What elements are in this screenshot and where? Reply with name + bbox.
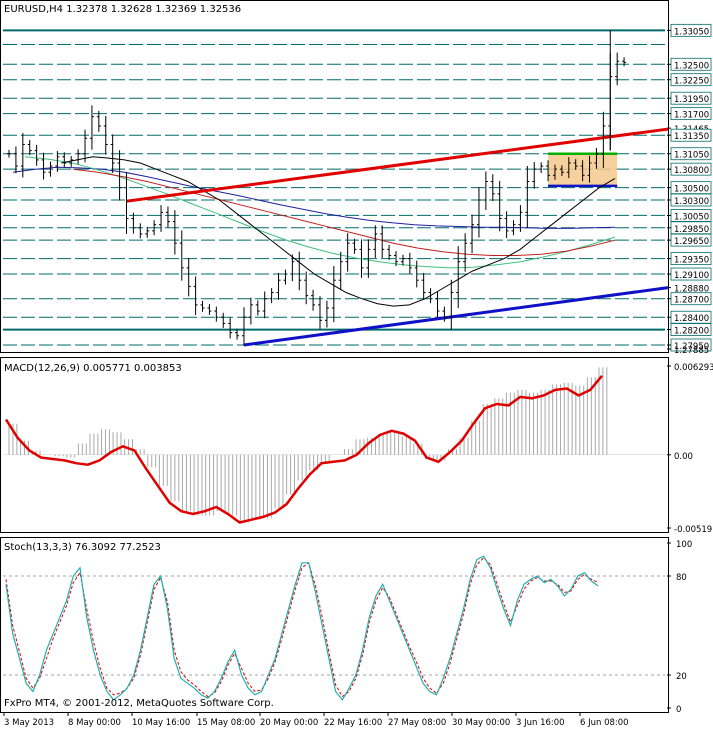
stoch-tick-label: 0 — [676, 705, 681, 715]
time-tick-label: 20 May 00:00 — [260, 718, 318, 728]
price-tick-label: 1.33050 — [674, 27, 709, 37]
stoch-panel-frame — [0, 537, 669, 713]
price-tick-label: 1.30800 — [674, 166, 709, 176]
price-tick-label: 1.27950 — [674, 342, 709, 352]
time-tick-label: 3 May 2013 — [4, 718, 54, 728]
price-tick-label: 1.28200 — [674, 327, 709, 337]
stoch-tick-label: 100 — [676, 540, 692, 550]
time-tick-label: 3 Jun 16:00 — [516, 718, 565, 728]
stochastic-panel: 100 80 20 0 — [3, 540, 692, 715]
stoch-tick-label: 20 — [676, 672, 687, 682]
macd-tick-label: 0.006293 — [674, 363, 713, 373]
time-tick-label: 27 May 08:00 — [388, 718, 446, 728]
moving-average-red — [73, 168, 616, 256]
stoch-signal-line — [5, 557, 599, 698]
price-tick-label: 1.32500 — [674, 61, 709, 71]
price-tick-label: 1.27885 — [674, 346, 709, 356]
time-tick-label: 6 Jun 08:00 — [580, 718, 629, 728]
price-tick-label: 1.31700 — [674, 111, 709, 121]
price-tick-label: 1.29850 — [674, 225, 709, 235]
price-tick-label: 1.31050 — [674, 151, 709, 161]
stochastic-header: Stoch(13,3,3) 76.3092 77.2523 — [4, 542, 161, 553]
stoch-main-line — [5, 555, 599, 701]
price-tick-label: 1.31350 — [674, 132, 709, 142]
price-tick-label: 1.29100 — [674, 271, 709, 281]
time-tick-label: 22 May 16:00 — [324, 718, 382, 728]
moving-average-slow — [12, 166, 616, 229]
moving-average-fast — [61, 156, 616, 307]
time-tick-label: 10 May 16:00 — [132, 718, 190, 728]
price-tick-label: 1.29650 — [674, 237, 709, 247]
copyright-text: FxPro MT4, © 2001-2012, MetaQuotes Softw… — [4, 698, 274, 709]
time-tick-label: 8 May 00:00 — [68, 718, 121, 728]
red-resistance-trendline — [126, 127, 669, 203]
price-tick-label: 1.30050 — [674, 212, 709, 222]
price-tick-label: 1.30500 — [674, 185, 709, 195]
time-tick-label: 30 May 00:00 — [452, 718, 510, 728]
stoch-tick-label: 80 — [676, 573, 687, 583]
price-tick-label: 1.31950 — [674, 95, 709, 105]
macd-tick-label: 0.00 — [674, 452, 693, 462]
price-tick-label: 1.28700 — [674, 296, 709, 306]
time-tick-label: 15 May 08:00 — [197, 718, 255, 728]
time-axis: 3 May 2013 8 May 00:00 10 May 16:00 15 May … — [3, 712, 629, 728]
price-tick-label: 1.28880 — [674, 285, 709, 295]
price-tick-label: 1.30300 — [674, 197, 709, 207]
price-chart-header: EURUSD,H4 1.32378 1.32628 1.32369 1.3253… — [4, 4, 241, 15]
macd-signal-line — [4, 375, 603, 524]
price-tick-label: 1.32250 — [674, 77, 709, 87]
macd-header: MACD(12,26,9) 0.005771 0.003853 — [4, 363, 182, 374]
price-panel: 1.330501.325001.322501.319501.317001.314… — [3, 23, 712, 356]
moving-average-mid — [24, 156, 616, 269]
price-tick-label: 1.29350 — [674, 256, 709, 266]
blue-support-trendline — [243, 286, 669, 347]
macd-tick-label: -0.00519 — [674, 525, 712, 535]
macd-panel-frame — [0, 357, 669, 533]
price-panel-frame — [0, 0, 669, 353]
price-tick-label: 1.28400 — [674, 314, 709, 324]
macd-panel: 0.006293 0.00 -0.00519 — [3, 363, 713, 535]
